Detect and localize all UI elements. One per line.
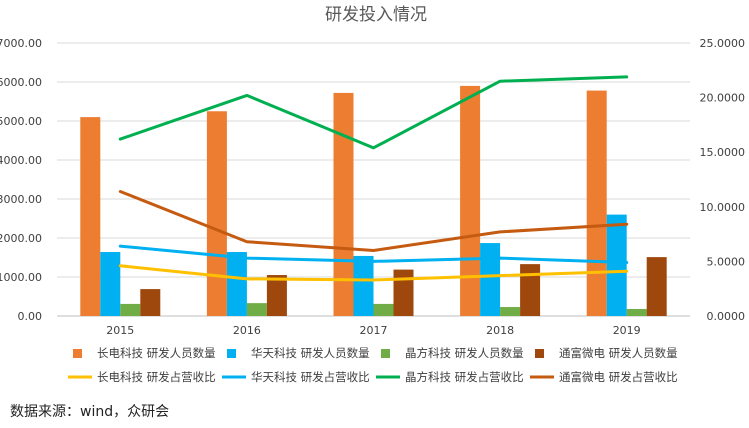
right-tick-label: 5.0000 <box>707 255 746 268</box>
bar <box>353 255 374 316</box>
left-tick-label: 0.00 <box>18 310 43 323</box>
right-axis-ticks: 0.0000 5.0000 10.0000 15.0000 20.0000 25.0000 <box>700 37 746 323</box>
bar <box>140 289 161 316</box>
series-line <box>118 75 629 150</box>
bar <box>333 92 354 316</box>
legend-swatch <box>381 349 390 358</box>
right-tick-label: 15.0000 <box>700 146 746 159</box>
legend-swatch <box>73 349 82 358</box>
x-axis-ticks: 2015 2016 2017 2018 2019 <box>106 324 640 337</box>
right-tick-label: 10.0000 <box>700 201 746 214</box>
legend-entry: 晶方科技 研发占营收比 <box>405 370 524 384</box>
left-tick-label: 6000.00 <box>0 76 42 89</box>
gridlines <box>57 42 690 317</box>
legend-entry: 通富微电 研发人员数量 <box>559 346 678 360</box>
legend-entry: 通富微电 研发占营收比 <box>559 370 678 384</box>
legend-swatch <box>227 349 236 358</box>
bar <box>480 243 501 316</box>
chart-title: 研发投入情况 <box>325 5 427 25</box>
left-tick-label: 5000.00 <box>0 115 42 128</box>
x-tick-label: 2015 <box>106 324 134 337</box>
left-tick-label: 3000.00 <box>0 193 42 206</box>
series-line <box>118 264 629 282</box>
bar <box>393 269 414 316</box>
bar <box>646 257 667 316</box>
legend-entry: 华天科技 研发占营收比 <box>251 370 370 384</box>
bar <box>373 303 394 316</box>
bar <box>626 308 647 316</box>
bar-series <box>80 85 667 317</box>
legend-swatch <box>535 349 544 358</box>
series-line <box>118 190 629 252</box>
x-tick-label: 2018 <box>486 324 514 337</box>
left-tick-label: 4000.00 <box>0 154 42 167</box>
line-series <box>118 75 629 282</box>
x-tick-label: 2016 <box>233 324 261 337</box>
left-tick-label: 7000.00 <box>0 37 42 50</box>
right-tick-label: 20.0000 <box>700 92 746 105</box>
legend: 长电科技 研发人员数量 华天科技 研发人员数量 晶方科技 研发人员数量 通富微电 研发… <box>68 346 678 384</box>
legend-entry: 华天科技 研发人员数量 <box>251 346 370 360</box>
legend-entry: 晶方科技 研发人员数量 <box>405 346 524 360</box>
legend-entry: 长电科技 研发占营收比 <box>97 370 216 384</box>
bar <box>500 307 521 316</box>
x-tick-label: 2017 <box>360 324 388 337</box>
bar <box>460 85 481 317</box>
legend-entry: 长电科技 研发人员数量 <box>97 346 216 360</box>
bar <box>226 252 247 316</box>
bar <box>246 303 267 316</box>
bar <box>100 252 121 316</box>
x-tick-label: 2019 <box>613 324 641 337</box>
bar <box>520 264 541 316</box>
bar <box>266 275 287 316</box>
bar <box>586 90 607 316</box>
left-tick-label: 1000.00 <box>0 271 42 284</box>
series-line <box>118 244 629 264</box>
left-tick-label: 2000.00 <box>0 232 42 245</box>
right-tick-label: 25.0000 <box>700 37 746 50</box>
bar <box>606 214 627 316</box>
bar <box>80 117 101 316</box>
bar <box>120 303 141 316</box>
left-axis-ticks: 0.00 1000.00 2000.00 3000.00 4000.00 5000.00 6… <box>0 37 42 323</box>
data-source-note: 数据来源：wind，众研会 <box>10 404 170 420</box>
bar <box>206 111 227 316</box>
right-tick-label: 0.0000 <box>707 310 746 323</box>
